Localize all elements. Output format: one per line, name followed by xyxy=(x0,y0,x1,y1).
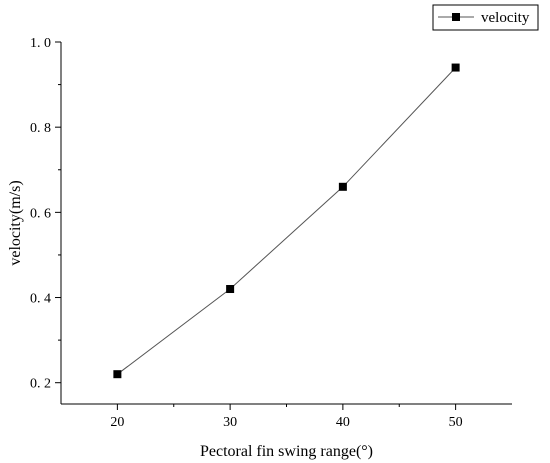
x-tick-label: 20 xyxy=(110,415,124,430)
x-tick-label: 50 xyxy=(449,415,463,430)
data-point xyxy=(451,63,460,72)
data-point xyxy=(226,285,235,294)
x-tick-label: 40 xyxy=(336,415,350,430)
axes xyxy=(60,42,512,405)
legend-marker-swatch xyxy=(452,13,460,21)
ticks: 20 30 40 50 0. 2 0. 4 0. 6 0. 8 1. 0 xyxy=(30,36,463,430)
data-point xyxy=(113,370,122,379)
y-tick-label: 0. 8 xyxy=(30,121,51,136)
x-axis-title: Pectoral fin swing range(°) xyxy=(200,443,373,460)
y-tick-label: 0. 4 xyxy=(30,292,51,307)
y-tick-label: 0. 2 xyxy=(30,377,51,392)
series-layer xyxy=(113,63,460,379)
series-line-velocity xyxy=(117,67,456,375)
y-tick-label: 0. 6 xyxy=(30,206,51,221)
x-tick-label: 30 xyxy=(223,415,237,430)
legend: velocity xyxy=(432,4,539,31)
y-tick-label: 1. 0 xyxy=(30,36,51,51)
data-point xyxy=(338,182,347,191)
legend-box xyxy=(432,4,539,31)
y-axis-title: velocity(m/s) xyxy=(7,180,24,265)
legend-label-velocity: velocity xyxy=(481,10,530,26)
